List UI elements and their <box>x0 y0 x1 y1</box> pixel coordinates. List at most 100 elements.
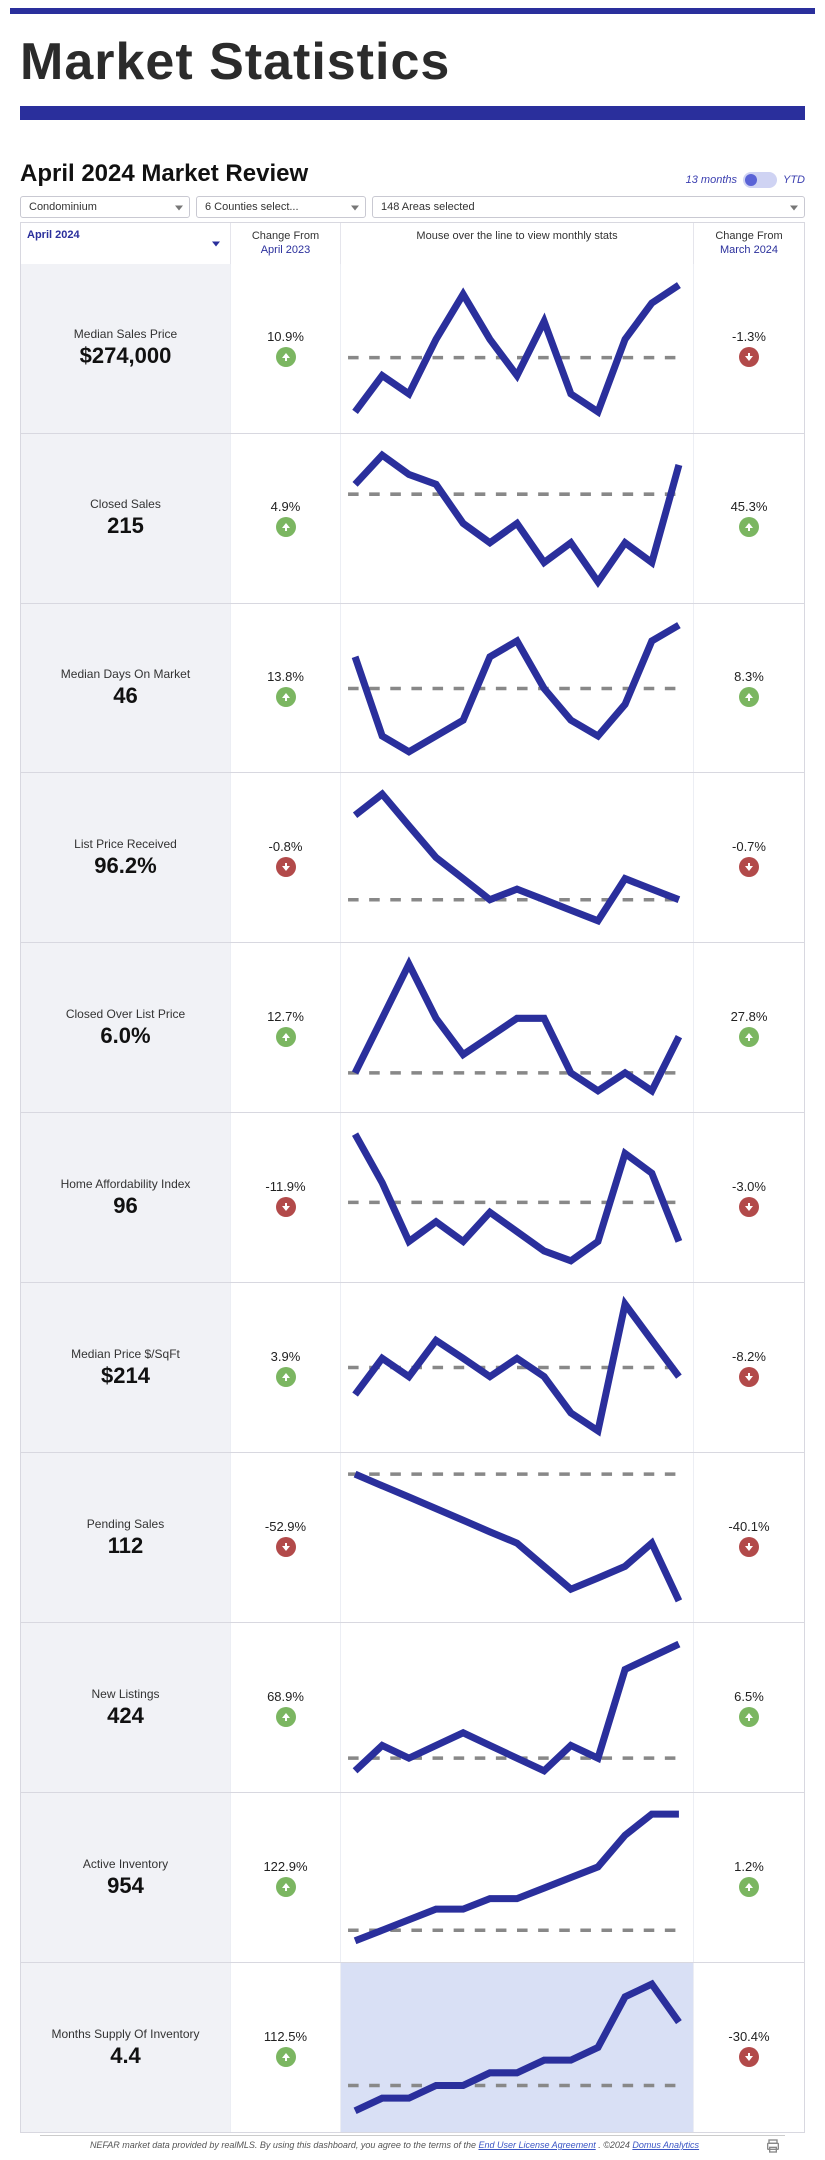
arrow-up-icon <box>276 1707 296 1727</box>
metric-label-cell: Months Supply Of Inventory 4.4 <box>21 1963 231 2132</box>
areas-dropdown[interactable]: 148 Areas selected <box>372 196 805 218</box>
mom-change-cell: 8.3% <box>694 604 804 773</box>
sparkline-cell[interactable] <box>341 434 694 603</box>
metric-label: Closed Over List Price <box>66 1007 185 1021</box>
metric-row: List Price Received 96.2% -0.8% -0.7% <box>20 773 805 943</box>
month-dropdown[interactable]: April 2024 <box>21 223 231 264</box>
review-header: April 2024 Market Review 13 months YTD <box>20 160 805 188</box>
metric-value: 215 <box>107 513 144 539</box>
sparkline-cell[interactable] <box>341 1963 694 2132</box>
yoy-change-cell: 112.5% <box>231 1963 341 2132</box>
property-type-dropdown[interactable]: Condominium <box>20 196 190 218</box>
arrow-down-icon <box>739 1367 759 1387</box>
header-change-from-label-1: Change From <box>252 230 319 242</box>
arrow-up-icon <box>739 1707 759 1727</box>
eula-link[interactable]: End User License Agreement <box>478 2140 595 2150</box>
metric-row: Closed Over List Price 6.0% 12.7% 27.8% <box>20 943 805 1113</box>
sparkline-cell[interactable] <box>341 773 694 942</box>
metric-label: Months Supply Of Inventory <box>51 2027 199 2041</box>
yoy-pct: -11.9% <box>265 1179 305 1194</box>
yoy-pct: 12.7% <box>267 1009 304 1024</box>
metric-label: Median Days On Market <box>61 667 190 681</box>
arrow-up-icon <box>739 517 759 537</box>
mom-change-cell: -3.0% <box>694 1113 804 1282</box>
mom-change-cell: -1.3% <box>694 264 804 433</box>
metric-label-cell: Closed Sales 215 <box>21 434 231 603</box>
arrow-up-icon <box>276 687 296 707</box>
timespan-toggle[interactable] <box>743 172 777 188</box>
header-change-from-year: April 2023 <box>237 243 334 257</box>
metric-row: Home Affordability Index 96 -11.9% -3.0% <box>20 1113 805 1283</box>
metric-label: Active Inventory <box>83 1857 168 1871</box>
mom-change-cell: 6.5% <box>694 1623 804 1792</box>
toggle-label-ytd: YTD <box>783 174 805 186</box>
metric-label: Median Price $/SqFt <box>71 1347 180 1361</box>
mom-pct: 8.3% <box>734 669 764 684</box>
mom-change-cell: -8.2% <box>694 1283 804 1452</box>
mom-pct: -40.1% <box>728 1519 769 1534</box>
metric-value: $214 <box>101 1363 150 1389</box>
header-change-yoy: Change From April 2023 <box>231 223 341 264</box>
sparkline-cell[interactable] <box>341 1283 694 1452</box>
mom-pct: 45.3% <box>731 499 768 514</box>
arrow-down-icon <box>276 1537 296 1557</box>
yoy-pct: 4.9% <box>271 499 301 514</box>
sparkline-cell[interactable] <box>341 264 694 433</box>
arrow-down-icon <box>739 1537 759 1557</box>
metric-label-cell: Median Sales Price $274,000 <box>21 264 231 433</box>
metrics-table-header: April 2024 Change From April 2023 Mouse … <box>20 222 805 264</box>
metric-label-cell: Median Price $/SqFt $214 <box>21 1283 231 1452</box>
sparkline-cell[interactable] <box>341 943 694 1112</box>
arrow-up-icon <box>276 2047 296 2067</box>
metric-label: Closed Sales <box>90 497 161 511</box>
metric-row: Closed Sales 215 4.9% 45.3% <box>20 434 805 604</box>
sparkline-cell[interactable] <box>341 1113 694 1282</box>
yoy-pct: -0.8% <box>269 839 303 854</box>
metric-value: 954 <box>107 1873 144 1899</box>
mom-change-cell: 45.3% <box>694 434 804 603</box>
mom-change-cell: 1.2% <box>694 1793 804 1962</box>
arrow-down-icon <box>739 347 759 367</box>
metric-row: Pending Sales 112 -52.9% -40.1% <box>20 1453 805 1623</box>
metric-value: $274,000 <box>80 343 172 369</box>
yoy-pct: 68.9% <box>267 1689 304 1704</box>
arrow-down-icon <box>739 857 759 877</box>
company-link[interactable]: Domus Analytics <box>632 2140 699 2150</box>
metric-value: 96.2% <box>94 853 156 879</box>
metric-label: Pending Sales <box>87 1517 164 1531</box>
header-change-from-month: March 2024 <box>700 243 798 257</box>
arrow-up-icon <box>276 347 296 367</box>
metric-label: Median Sales Price <box>74 327 177 341</box>
metric-label-cell: Closed Over List Price 6.0% <box>21 943 231 1112</box>
print-icon[interactable] <box>765 2138 781 2156</box>
metric-value: 112 <box>108 1533 144 1559</box>
review-title: April 2024 Market Review <box>20 160 308 188</box>
yoy-change-cell: 12.7% <box>231 943 341 1112</box>
yoy-pct: 122.9% <box>263 1859 307 1874</box>
mom-change-cell: -0.7% <box>694 773 804 942</box>
yoy-pct: 3.9% <box>271 1349 301 1364</box>
filter-bar: Condominium 6 Counties select... 148 Are… <box>20 196 805 218</box>
mom-pct: -3.0% <box>732 1179 766 1194</box>
yoy-pct: 10.9% <box>267 329 304 344</box>
metric-row: Active Inventory 954 122.9% 1.2% <box>20 1793 805 1963</box>
toggle-label-13months: 13 months <box>686 174 737 186</box>
metric-row: Months Supply Of Inventory 4.4 112.5% -3… <box>20 1963 805 2133</box>
sparkline-cell[interactable] <box>341 1623 694 1792</box>
yoy-change-cell: -0.8% <box>231 773 341 942</box>
metric-label: Home Affordability Index <box>61 1177 191 1191</box>
sparkline-cell[interactable] <box>341 1453 694 1622</box>
timespan-toggle-group: 13 months YTD <box>686 172 805 188</box>
mom-pct: 27.8% <box>731 1009 768 1024</box>
metric-row: Median Price $/SqFt $214 3.9% -8.2% <box>20 1283 805 1453</box>
metric-value: 424 <box>107 1703 144 1729</box>
sparkline-cell[interactable] <box>341 1793 694 1962</box>
metric-label: New Listings <box>91 1687 159 1701</box>
arrow-up-icon <box>276 1027 296 1047</box>
title-underline <box>20 106 805 120</box>
mom-pct: -0.7% <box>732 839 766 854</box>
footer-disclaimer: NEFAR market data provided by realMLS. B… <box>40 2135 785 2154</box>
counties-dropdown[interactable]: 6 Counties select... <box>196 196 366 218</box>
yoy-change-cell: -52.9% <box>231 1453 341 1622</box>
sparkline-cell[interactable] <box>341 604 694 773</box>
